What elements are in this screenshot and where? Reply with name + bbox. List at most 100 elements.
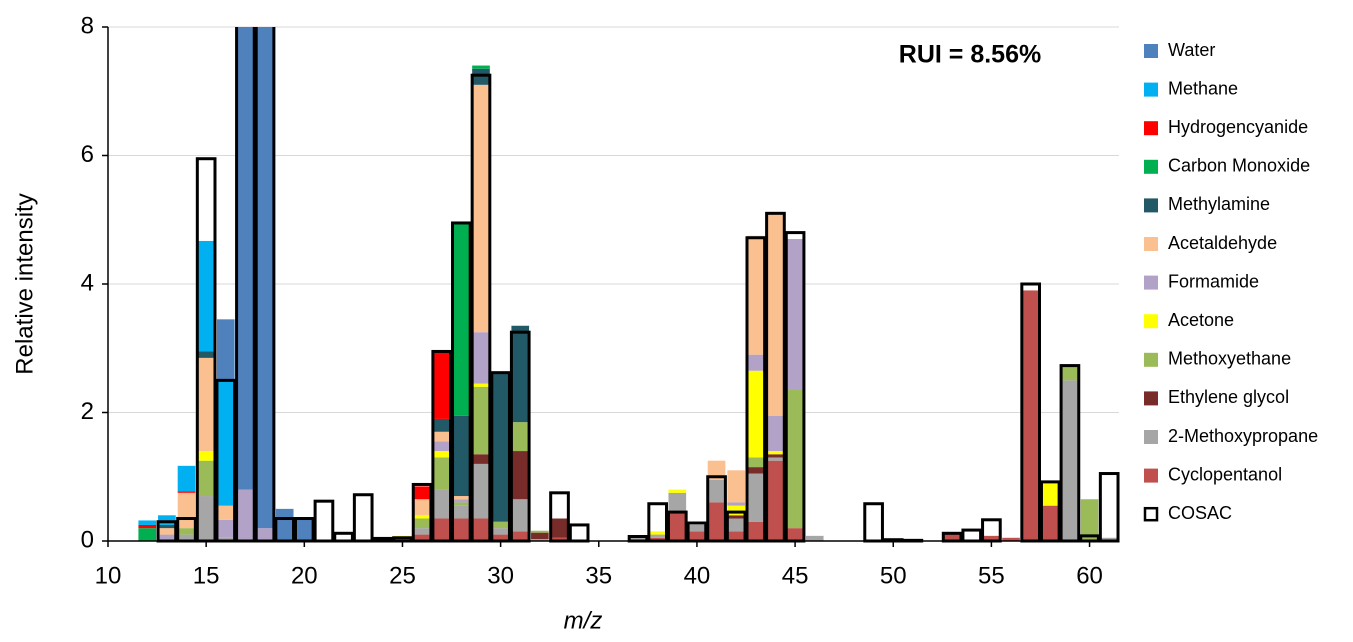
legend-swatch bbox=[1144, 391, 1158, 406]
bar-segment bbox=[746, 473, 765, 522]
bar-segment bbox=[432, 441, 451, 452]
bar-segment bbox=[432, 489, 451, 519]
bar-segment bbox=[511, 451, 530, 500]
legend-swatch bbox=[1143, 506, 1159, 522]
legend-label: Methoxyethane bbox=[1168, 349, 1291, 369]
y-tick-label: 2 bbox=[81, 398, 94, 425]
bar-segment bbox=[766, 213, 785, 416]
bar-segment bbox=[472, 463, 490, 519]
bar-segment bbox=[707, 479, 726, 503]
y-tick-label: 4 bbox=[81, 269, 94, 296]
bar-segment bbox=[452, 518, 471, 541]
legend-label: Methylamine bbox=[1168, 194, 1270, 214]
bar-segment bbox=[746, 235, 765, 355]
legend-swatch bbox=[1144, 82, 1158, 97]
bar-segment bbox=[766, 454, 785, 458]
bar-segment bbox=[648, 531, 667, 535]
bar-segment bbox=[295, 518, 314, 541]
bar-segment bbox=[727, 505, 746, 516]
bar-segment bbox=[531, 532, 549, 540]
x-tick-label: 50 bbox=[880, 562, 907, 589]
x-tick-label: 45 bbox=[782, 562, 809, 589]
bar-segment bbox=[138, 524, 157, 529]
bar-segment bbox=[648, 534, 667, 538]
bar-segment bbox=[236, 27, 255, 490]
bar-segment bbox=[746, 467, 765, 474]
bar-segment bbox=[943, 533, 961, 541]
cosac-bar bbox=[961, 528, 983, 543]
bar-segment bbox=[452, 502, 471, 506]
bar-segment bbox=[197, 496, 215, 540]
bar-segment bbox=[177, 528, 196, 535]
bar-segment bbox=[413, 534, 431, 541]
legend-label: Acetaldehyde bbox=[1168, 233, 1277, 253]
bar-segment bbox=[197, 460, 215, 497]
plot-area bbox=[138, 27, 1120, 543]
bar-segment bbox=[1041, 483, 1060, 506]
legend-label: Hydrogencyanide bbox=[1168, 117, 1308, 137]
bar-segment bbox=[727, 531, 746, 541]
bar-segment bbox=[432, 457, 451, 490]
bar-segment bbox=[707, 460, 726, 480]
bar-segment bbox=[511, 531, 530, 541]
legend-swatch bbox=[1144, 121, 1158, 136]
legend-swatch bbox=[1144, 352, 1158, 367]
bar-segment bbox=[727, 470, 746, 503]
bar-segment bbox=[413, 528, 431, 535]
y-tick-label: 6 bbox=[81, 141, 94, 168]
bar-segment bbox=[197, 351, 215, 358]
bar-segment bbox=[472, 518, 490, 541]
legend-swatch bbox=[1144, 275, 1158, 290]
bar-segment bbox=[413, 499, 431, 516]
x-tick-label: 15 bbox=[193, 562, 220, 589]
bar-segment bbox=[452, 222, 471, 416]
bar-segment bbox=[491, 534, 510, 541]
bar-segment bbox=[177, 465, 196, 492]
legend-swatch bbox=[1144, 159, 1158, 174]
legend-label: Methane bbox=[1168, 78, 1238, 98]
bar-segment bbox=[177, 534, 196, 541]
bar-segment bbox=[432, 418, 451, 432]
bar-segment bbox=[550, 518, 569, 538]
x-tick-label: 40 bbox=[684, 562, 711, 589]
bar-segment bbox=[707, 502, 726, 541]
x-tick-label: 10 bbox=[95, 562, 122, 589]
y-tick-label: 8 bbox=[81, 12, 94, 39]
x-tick-label: 35 bbox=[585, 562, 612, 589]
bar-segment bbox=[511, 422, 530, 452]
legend-swatch bbox=[1144, 44, 1158, 58]
bar-segment bbox=[452, 505, 471, 519]
x-tick-label: 30 bbox=[487, 562, 514, 589]
bar-segment bbox=[766, 457, 785, 461]
bar-segment bbox=[432, 351, 451, 419]
legend-label: Formamide bbox=[1168, 271, 1259, 291]
bar-segment bbox=[472, 383, 490, 387]
bar-segment bbox=[746, 354, 765, 371]
bar-segment bbox=[746, 457, 765, 468]
bar-segment bbox=[158, 534, 176, 541]
bar-segment bbox=[668, 512, 687, 541]
bar-segment bbox=[550, 537, 569, 541]
bar-segment bbox=[452, 499, 471, 503]
bar-segment bbox=[452, 496, 471, 500]
bar-segment bbox=[413, 515, 431, 519]
bar-segment bbox=[786, 528, 804, 541]
cosac-bar bbox=[1098, 472, 1120, 543]
legend-label: Ethylene glycol bbox=[1168, 387, 1289, 407]
bar-segment bbox=[786, 390, 804, 529]
bar-segment bbox=[158, 515, 176, 525]
bar-segment bbox=[491, 521, 510, 529]
legend-swatch bbox=[1144, 430, 1158, 444]
bar-segment bbox=[216, 505, 235, 520]
legend-swatch bbox=[1144, 468, 1158, 483]
bar-segment bbox=[511, 499, 530, 532]
bar-segment bbox=[472, 84, 490, 333]
legend-label: Cyclopentanol bbox=[1168, 464, 1282, 484]
bar-segment bbox=[982, 535, 1001, 541]
bar-segment bbox=[668, 492, 687, 513]
bar-segment bbox=[1061, 380, 1079, 541]
bar-segment bbox=[275, 508, 294, 541]
legend-swatch bbox=[1144, 237, 1158, 251]
bar-segment bbox=[432, 451, 451, 458]
